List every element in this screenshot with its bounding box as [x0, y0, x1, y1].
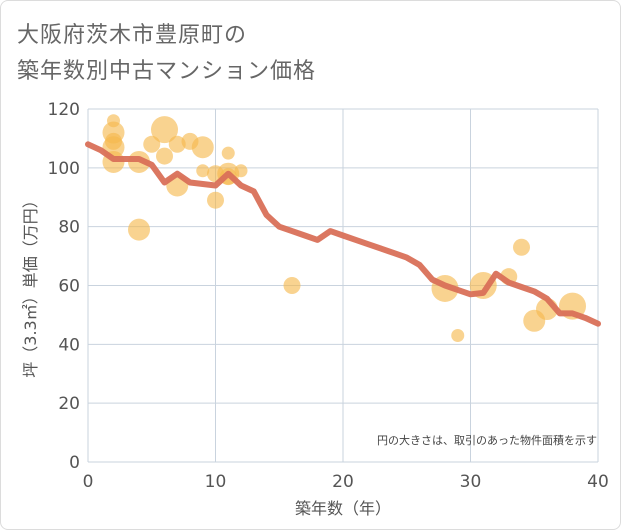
bubble [451, 329, 465, 343]
bubble-series [102, 114, 586, 343]
bubble [207, 191, 224, 209]
bubble [283, 277, 301, 294]
y-tick-label: 20 [58, 394, 80, 414]
bubble [168, 135, 186, 153]
x-tick-label: 0 [83, 472, 94, 492]
y-tick-label: 120 [48, 100, 80, 120]
bubble [221, 146, 235, 160]
y-tick-label: 80 [58, 218, 80, 238]
y-tick-labels: 0 20 40 60 80 100 120 [48, 100, 80, 473]
x-tick-labels: 0 10 20 30 40 [83, 472, 609, 492]
y-tick-label: 40 [58, 335, 80, 355]
x-tick-label: 30 [460, 472, 482, 492]
y-tick-label: 60 [58, 277, 80, 297]
bubble-size-note: 円の大きさは、取引のあった物件面積を示す [377, 433, 597, 447]
bubble [191, 136, 214, 159]
bubble [196, 164, 210, 178]
bubble [156, 147, 173, 165]
bubble [513, 238, 530, 256]
x-tick-label: 10 [205, 472, 227, 492]
x-axis-label: 築年数（年） [295, 499, 391, 518]
y-tick-label: 100 [48, 159, 80, 179]
x-tick-label: 40 [587, 472, 609, 492]
bubble [234, 164, 248, 178]
x-tick-label: 20 [332, 472, 354, 492]
chart-title-line2: 築年数別中古マンション価格 [17, 59, 317, 84]
bubble [151, 116, 178, 144]
y-axis-label: 坪（3.3㎡）単価（万円） [21, 192, 40, 377]
trend-line [85, 141, 601, 327]
bubble [128, 218, 150, 241]
y-tick-label: 0 [69, 453, 80, 473]
chart-title-line1: 大阪府茨木市豊原町の [17, 23, 248, 48]
